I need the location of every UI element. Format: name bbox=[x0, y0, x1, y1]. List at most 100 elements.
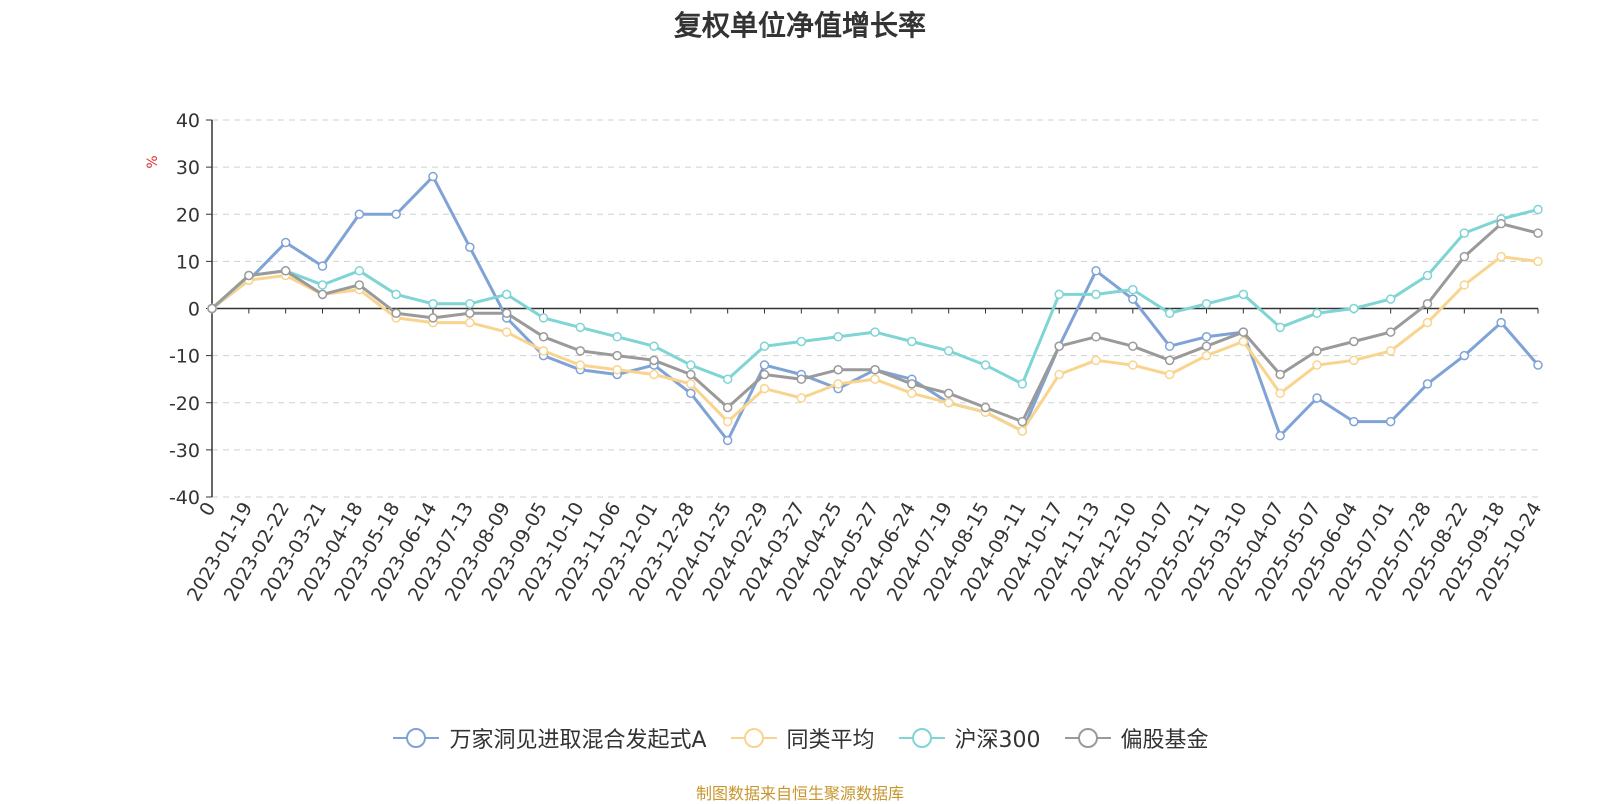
data-point bbox=[1385, 346, 1396, 356]
data-point bbox=[1496, 218, 1506, 229]
data-point bbox=[391, 308, 401, 318]
data-point bbox=[943, 388, 954, 399]
data-point bbox=[1238, 289, 1249, 300]
tick-labels: 403020100-10-20-30-40%02023-01-192023-02… bbox=[145, 110, 1546, 605]
legend-item[interactable]: 万家洞见进取混合发起式A bbox=[391, 722, 707, 754]
series-line-3 bbox=[210, 222, 1539, 424]
data-point bbox=[575, 346, 586, 356]
data-point bbox=[722, 416, 733, 427]
data-point bbox=[428, 171, 438, 182]
data-point bbox=[833, 379, 843, 389]
data-point bbox=[686, 360, 696, 370]
data-point bbox=[686, 369, 696, 380]
data-point bbox=[1496, 251, 1506, 262]
legend-circle bbox=[1077, 728, 1098, 748]
data-point bbox=[501, 327, 512, 337]
data-point bbox=[1312, 360, 1322, 370]
data-point bbox=[907, 379, 917, 389]
data-point bbox=[1238, 336, 1249, 347]
data-point bbox=[280, 237, 291, 248]
data-point bbox=[1349, 355, 1359, 366]
data-point bbox=[244, 270, 254, 281]
data-point bbox=[1091, 289, 1101, 300]
data-point bbox=[1164, 341, 1175, 351]
y-tick-label: -30 bbox=[169, 440, 200, 462]
data-point bbox=[538, 313, 549, 323]
data-point bbox=[465, 308, 475, 318]
legend-marker-icon bbox=[898, 728, 945, 748]
data-point bbox=[1533, 204, 1543, 215]
data-point bbox=[1459, 350, 1470, 361]
data-point bbox=[686, 388, 696, 399]
data-source-note: 制图数据来自恒生聚源数据库 bbox=[695, 784, 904, 803]
data-point bbox=[796, 374, 807, 384]
data-point bbox=[1091, 266, 1101, 276]
y-tick-label: 20 bbox=[176, 204, 200, 226]
legend-label: 同类平均 bbox=[786, 728, 875, 753]
y-tick-label: 10 bbox=[176, 251, 200, 273]
data-point bbox=[870, 374, 880, 384]
data-point bbox=[722, 402, 733, 413]
legend-label: 沪深300 bbox=[954, 728, 1041, 753]
data-point bbox=[907, 336, 917, 347]
legend-item[interactable]: 同类平均 bbox=[729, 722, 875, 754]
data-point bbox=[649, 341, 659, 351]
y-tick-label: -40 bbox=[169, 487, 200, 509]
data-point bbox=[207, 303, 217, 314]
series-line-2 bbox=[210, 208, 1539, 386]
data-point bbox=[1091, 332, 1101, 342]
data-point bbox=[1275, 388, 1285, 399]
data-point bbox=[1533, 360, 1543, 370]
data-point bbox=[317, 261, 328, 271]
data-point bbox=[759, 383, 770, 394]
data-point bbox=[722, 435, 733, 446]
data-point bbox=[980, 360, 991, 370]
data-point bbox=[1017, 379, 1028, 389]
data-point bbox=[317, 280, 328, 290]
y-tick-label: -20 bbox=[169, 393, 200, 415]
data-point bbox=[1128, 284, 1138, 295]
data-point bbox=[538, 346, 549, 356]
data-point bbox=[1422, 317, 1433, 328]
data-point bbox=[649, 355, 659, 366]
y-tick-label: 30 bbox=[176, 157, 200, 179]
x-tick-label: 0 bbox=[195, 499, 220, 520]
data-point bbox=[612, 332, 622, 342]
data-point bbox=[1275, 430, 1285, 441]
data-point bbox=[1385, 327, 1396, 337]
chart-title: 复权单位净值增长率 bbox=[673, 9, 926, 42]
data-point bbox=[833, 332, 843, 342]
data-point bbox=[686, 379, 696, 389]
data-point bbox=[1312, 308, 1322, 318]
data-point bbox=[870, 365, 880, 375]
data-point bbox=[1201, 341, 1212, 351]
legend-marker-icon bbox=[1064, 728, 1111, 748]
data-point bbox=[428, 299, 438, 309]
data-point bbox=[1422, 379, 1433, 389]
data-point bbox=[1459, 280, 1470, 290]
legend-circle bbox=[911, 728, 932, 748]
legend-item[interactable]: 偏股基金 bbox=[1063, 722, 1209, 754]
data-point bbox=[943, 346, 954, 356]
legend-marker-icon bbox=[730, 728, 777, 748]
y-tick-label: 40 bbox=[176, 110, 200, 132]
data-point bbox=[1385, 416, 1396, 427]
legend-item[interactable]: 沪深300 bbox=[897, 722, 1041, 754]
legend-label: 万家洞见进取混合发起式A bbox=[449, 728, 707, 753]
data-point bbox=[1164, 369, 1175, 380]
data-point bbox=[1422, 270, 1433, 281]
data-point bbox=[1275, 322, 1285, 333]
data-point bbox=[501, 308, 512, 318]
data-point bbox=[391, 289, 401, 300]
data-point bbox=[1054, 369, 1064, 380]
series-lines bbox=[207, 171, 1543, 446]
data-point bbox=[943, 398, 954, 408]
data-point bbox=[1459, 251, 1470, 262]
data-point bbox=[1164, 308, 1175, 318]
data-point bbox=[1422, 299, 1433, 309]
y-tick-label: 0 bbox=[188, 299, 200, 321]
data-point bbox=[1349, 336, 1359, 347]
data-point bbox=[796, 393, 807, 403]
data-point bbox=[1201, 332, 1212, 342]
